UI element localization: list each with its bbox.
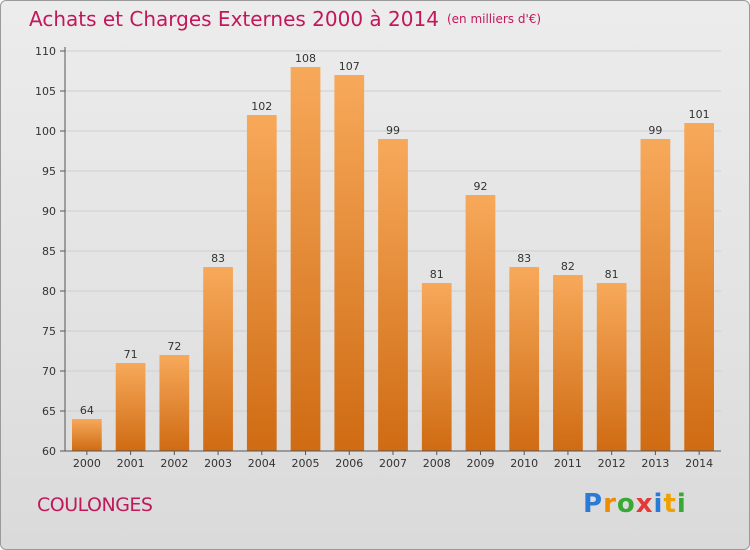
bar xyxy=(334,75,365,451)
x-tick-label: 2005 xyxy=(292,457,320,470)
y-tick-label: 100 xyxy=(35,125,56,138)
data-label: 107 xyxy=(339,60,360,73)
bar xyxy=(596,283,627,451)
x-tick-label: 2012 xyxy=(598,457,626,470)
x-tick-label: 2010 xyxy=(510,457,538,470)
data-label: 99 xyxy=(648,124,662,137)
y-tick-label: 75 xyxy=(42,325,56,338)
x-tick-label: 2014 xyxy=(685,457,713,470)
x-tick-label: 2003 xyxy=(204,457,232,470)
data-label: 72 xyxy=(167,340,181,353)
x-tick-label: 2001 xyxy=(117,457,145,470)
y-tick-label: 70 xyxy=(42,365,56,378)
data-label: 99 xyxy=(386,124,400,137)
x-tick-label: 2011 xyxy=(554,457,582,470)
data-label: 83 xyxy=(211,252,225,265)
data-label: 108 xyxy=(295,52,316,65)
axes: 60 65 70 75 80 85 90 95 100 105 110 2000 2001 2002 200… xyxy=(35,45,721,470)
chart-title: Achats et Charges Externes 2000 à 2014 (e… xyxy=(29,7,541,31)
bar xyxy=(159,355,190,451)
y-tick-label: 60 xyxy=(42,445,56,458)
x-tick-label: 2002 xyxy=(160,457,188,470)
data-label: 64 xyxy=(80,404,94,417)
x-tick-label: 2009 xyxy=(466,457,494,470)
bar xyxy=(203,267,233,451)
x-tick-label: 2008 xyxy=(423,457,451,470)
data-label: 92 xyxy=(473,180,487,193)
data-label: 83 xyxy=(517,252,531,265)
data-label: 81 xyxy=(605,268,619,281)
chart-title-text: Achats et Charges Externes 2000 à 2014 xyxy=(29,7,439,31)
bar xyxy=(640,139,671,451)
bar xyxy=(115,363,146,451)
y-tick-label: 65 xyxy=(42,405,56,418)
bar xyxy=(465,195,496,451)
x-tick-label: 2004 xyxy=(248,457,276,470)
proxiti-logo[interactable]: Proxiti xyxy=(583,489,687,519)
bar xyxy=(71,419,102,451)
bars: 64 71 72 83 102 108 107 99 81 92 83 82 81 99 101 xyxy=(71,52,715,451)
data-label: 102 xyxy=(251,100,272,113)
bar xyxy=(246,115,277,451)
y-tick-label: 95 xyxy=(42,165,56,178)
data-label: 81 xyxy=(430,268,444,281)
bar xyxy=(378,139,408,451)
x-tick-label: 2000 xyxy=(73,457,101,470)
unit-note: (en milliers d'€) xyxy=(446,12,542,26)
bar xyxy=(421,283,452,451)
bar xyxy=(290,67,321,451)
bar xyxy=(684,123,715,451)
y-tick-label: 90 xyxy=(42,205,56,218)
x-tick-label: 2006 xyxy=(335,457,363,470)
y-tick-label: 110 xyxy=(35,45,56,58)
bar xyxy=(509,267,540,451)
data-label: 101 xyxy=(689,108,710,121)
data-label: 82 xyxy=(561,260,575,273)
x-tick-label: 2007 xyxy=(379,457,407,470)
data-label: 71 xyxy=(124,348,138,361)
bar xyxy=(553,275,583,451)
city-name: COULONGES xyxy=(37,494,153,516)
x-tick-label: 2013 xyxy=(641,457,669,470)
y-tick-label: 80 xyxy=(42,285,56,298)
y-tick-label: 85 xyxy=(42,245,56,258)
y-tick-label: 105 xyxy=(35,85,56,98)
